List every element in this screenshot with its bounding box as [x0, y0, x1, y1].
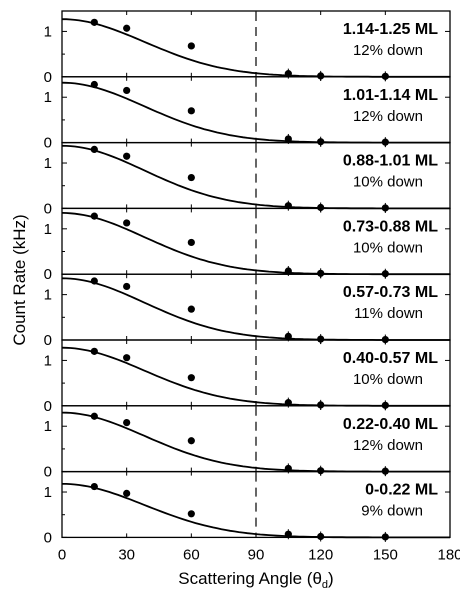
data-point: [90, 347, 98, 355]
panel-7: 0 1 0.22-0.40 ML 12% down: [44, 405, 451, 481]
y-tick-label: 0: [44, 135, 52, 152]
panel-6: 0 1 0.40-0.57 ML 10% down: [44, 339, 451, 415]
panel-1: 0 1 1.14-1.25 ML 12% down: [44, 10, 451, 86]
data-point: [90, 277, 98, 285]
x-tick-label: 150: [373, 546, 398, 563]
data-point: [187, 437, 195, 445]
y-tick-label: 1: [44, 89, 52, 106]
y-tick-label: 1: [44, 23, 52, 40]
data-point: [187, 107, 195, 115]
y-tick-label: 1: [44, 352, 52, 369]
percent-down-label: 10% down: [353, 174, 423, 191]
x-tick-label: 30: [118, 546, 135, 563]
coverage-range-label: 0.22-0.40 ML: [343, 416, 438, 433]
y-tick-label: 0: [44, 69, 52, 86]
y-tick-label: 0: [44, 529, 52, 546]
panel-5: 0 1 0.57-0.73 ML 11% down: [44, 273, 451, 349]
y-tick-label: 1: [44, 484, 52, 501]
y-axis-title: Count Rate (kHz): [10, 214, 29, 345]
y-tick-label: 0: [44, 398, 52, 415]
data-point: [90, 145, 98, 154]
percent-down-label: 12% down: [353, 42, 423, 59]
percent-down-label: 12% down: [353, 437, 423, 454]
panel-2: 0 1 1.01-1.14 ML 12% down: [44, 76, 451, 152]
data-point: [90, 482, 98, 491]
x-tick-label: 120: [308, 546, 333, 563]
data-point: [123, 354, 131, 362]
x-tick-label: 60: [183, 546, 200, 563]
x-tick-label: 180: [437, 546, 460, 563]
data-point: [90, 412, 98, 420]
percent-down-label: 10% down: [353, 239, 423, 256]
data-point: [90, 80, 98, 89]
data-point: [187, 42, 195, 50]
data-point: [90, 18, 98, 26]
data-point: [123, 489, 131, 497]
y-tick-label: 0: [44, 332, 52, 349]
panel-8: 0 1 0-0.22 ML 9% down: [44, 470, 451, 546]
data-point: [187, 305, 195, 313]
percent-down-label: 10% down: [353, 371, 423, 388]
coverage-range-label: 0.73-0.88 ML: [343, 218, 438, 235]
x-tick-label: 90: [248, 546, 265, 563]
data-point: [187, 173, 195, 182]
y-tick-label: 1: [44, 287, 52, 304]
data-point: [123, 152, 131, 160]
data-point: [123, 282, 131, 291]
percent-down-label: 11% down: [354, 305, 423, 322]
coverage-range-label: 0.40-0.57 ML: [343, 350, 438, 367]
y-tick-label: 1: [44, 155, 52, 172]
x-axis-title: Scattering Angle (θd): [178, 569, 333, 591]
data-point: [123, 24, 131, 32]
y-tick-label: 1: [44, 418, 52, 435]
x-axis: 0 30 60 90 120 150 180: [58, 546, 460, 563]
y-tick-label: 0: [44, 464, 52, 481]
data-point: [123, 86, 131, 95]
y-tick-label: 0: [44, 200, 52, 217]
percent-down-label: 12% down: [353, 108, 423, 125]
coverage-range-label: 0.88-1.01 ML: [343, 153, 438, 170]
coverage-range-label: 0.57-0.73 ML: [343, 284, 438, 301]
coverage-range-label: 1.01-1.14 ML: [343, 87, 438, 104]
data-point: [123, 418, 131, 427]
data-point: [90, 212, 98, 220]
x-tick-label: 0: [58, 546, 66, 563]
panels: 0 1 1.14-1.25 ML 12% down 0 1 1.01-1.14 ML 12% …: [44, 10, 451, 546]
coverage-range-label: 1.14-1.25 ML: [343, 21, 438, 38]
data-point: [187, 238, 195, 247]
data-point: [187, 374, 195, 382]
data-point: [187, 510, 195, 518]
panel-3: 0 1 0.88-1.01 ML 10% down: [44, 141, 451, 217]
coverage-range-label: 0-0.22 ML: [365, 482, 438, 499]
y-tick-label: 0: [44, 266, 52, 283]
percent-down-label: 9% down: [361, 503, 423, 520]
y-tick-label: 1: [44, 221, 52, 238]
panel-4: 0 1 0.73-0.88 ML 10% down: [44, 207, 451, 283]
data-point: [123, 219, 131, 227]
